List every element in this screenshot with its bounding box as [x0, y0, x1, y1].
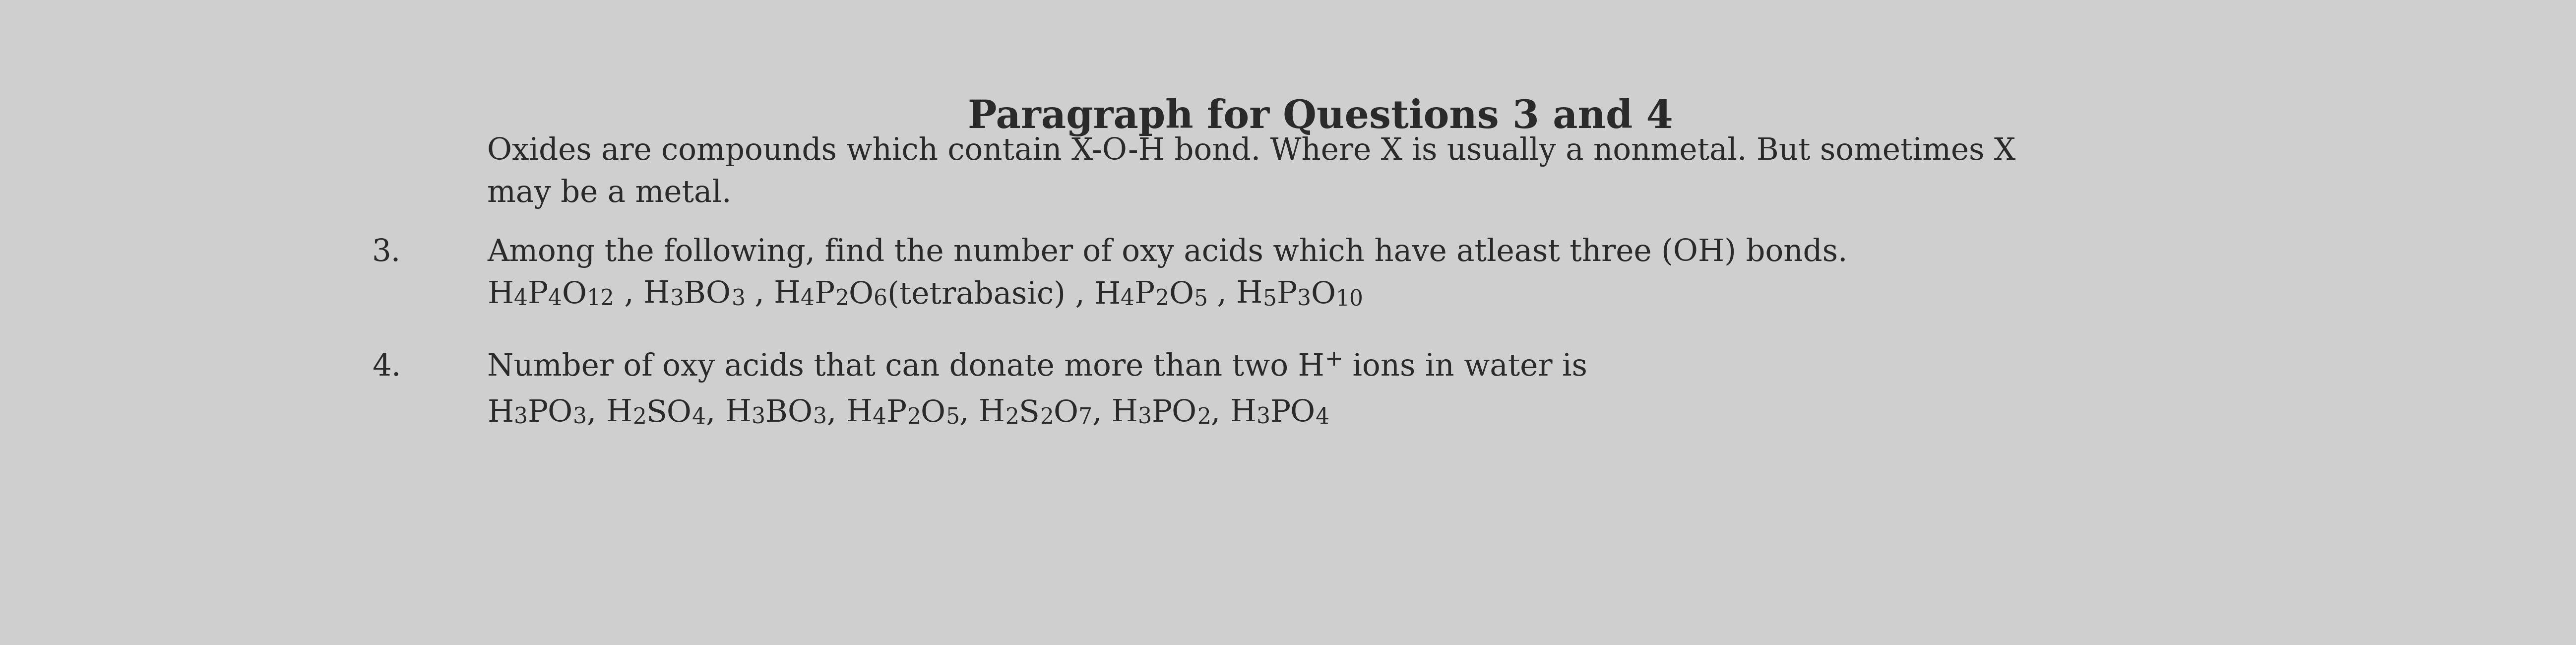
Text: 3: 3	[814, 407, 827, 428]
Text: Oxides are compounds which contain X-O-H bond. Where X is usually a nonmetal. Bu: Oxides are compounds which contain X-O-H…	[487, 137, 2017, 167]
Text: P: P	[1133, 280, 1154, 310]
Text: , H: , H	[958, 399, 1005, 428]
Text: S: S	[1018, 399, 1041, 428]
Text: P: P	[814, 280, 835, 310]
Text: 3: 3	[1139, 407, 1151, 428]
Text: 3: 3	[752, 407, 765, 428]
Text: 10: 10	[1337, 288, 1363, 310]
Text: O: O	[562, 280, 587, 310]
Text: P: P	[1278, 280, 1296, 310]
Text: BO: BO	[683, 280, 732, 310]
Text: 2: 2	[835, 288, 848, 310]
Text: Paragraph for Questions 3 and 4: Paragraph for Questions 3 and 4	[969, 99, 1672, 137]
Text: PO: PO	[528, 399, 572, 428]
Text: 4: 4	[873, 407, 886, 428]
Text: Number of oxy acids that can donate more than two H: Number of oxy acids that can donate more…	[487, 352, 1324, 382]
Text: (tetrabasic) , H: (tetrabasic) , H	[886, 280, 1121, 310]
Text: , H: , H	[1208, 280, 1262, 310]
Text: O: O	[920, 399, 945, 428]
Text: 2: 2	[1041, 407, 1054, 428]
Text: may be a metal.: may be a metal.	[487, 179, 732, 209]
Text: 4: 4	[513, 288, 528, 310]
Text: 5: 5	[945, 407, 958, 428]
Text: 4: 4	[693, 407, 706, 428]
Text: , H: , H	[1092, 399, 1139, 428]
Text: , H: , H	[616, 280, 670, 310]
Text: , H: , H	[744, 280, 801, 310]
Text: BO: BO	[765, 399, 814, 428]
Text: 2: 2	[1154, 288, 1170, 310]
Text: 3: 3	[670, 288, 683, 310]
Text: 12: 12	[587, 288, 616, 310]
Text: P: P	[528, 280, 549, 310]
Text: +: +	[1324, 349, 1342, 370]
Text: H: H	[487, 280, 513, 310]
Text: , H: , H	[587, 399, 631, 428]
Text: 3: 3	[1257, 407, 1270, 428]
Text: 3.: 3.	[371, 238, 402, 268]
Text: 2: 2	[1005, 407, 1018, 428]
Text: O: O	[1054, 399, 1079, 428]
Text: , H: , H	[827, 399, 873, 428]
Text: 4: 4	[549, 288, 562, 310]
Text: 7: 7	[1079, 407, 1092, 428]
Text: O: O	[848, 280, 873, 310]
Text: Among the following, find the number of oxy acids which have atleast three (OH) : Among the following, find the number of …	[487, 238, 1847, 268]
Text: , H: , H	[706, 399, 752, 428]
Text: 5: 5	[1193, 288, 1208, 310]
Text: 5: 5	[1262, 288, 1278, 310]
Text: , H: , H	[1211, 399, 1257, 428]
Text: 2: 2	[631, 407, 647, 428]
Text: 6: 6	[873, 288, 886, 310]
Text: H: H	[487, 399, 513, 428]
Text: 3: 3	[572, 407, 587, 428]
Text: 2: 2	[1198, 407, 1211, 428]
Text: PO: PO	[1151, 399, 1198, 428]
Text: 4: 4	[1121, 288, 1133, 310]
Text: 4: 4	[1316, 407, 1329, 428]
Text: O: O	[1311, 280, 1337, 310]
Text: 3: 3	[513, 407, 528, 428]
Text: SO: SO	[647, 399, 693, 428]
Text: 3: 3	[732, 288, 744, 310]
Text: PO: PO	[1270, 399, 1316, 428]
Text: 4: 4	[801, 288, 814, 310]
Text: P: P	[886, 399, 907, 428]
Text: O: O	[1170, 280, 1193, 310]
Text: 3: 3	[1296, 288, 1311, 310]
Text: 4.: 4.	[371, 352, 402, 382]
Text: ions in water is: ions in water is	[1342, 352, 1587, 382]
Text: 2: 2	[907, 407, 920, 428]
